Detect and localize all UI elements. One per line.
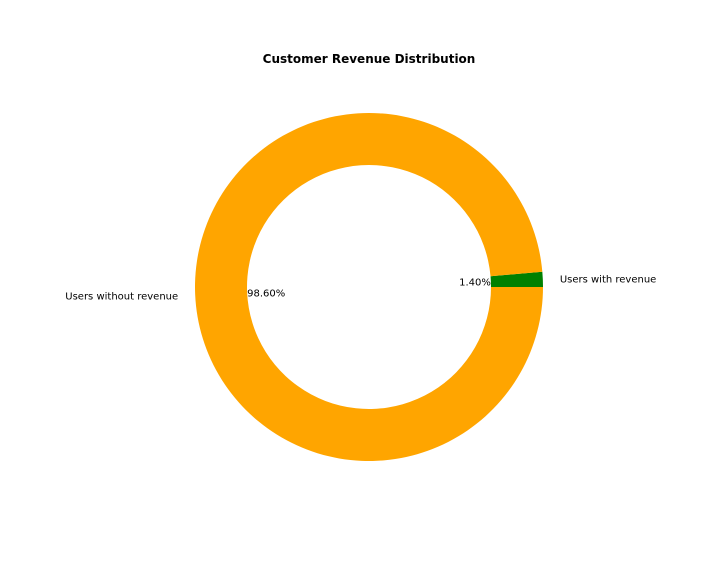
category-label-users-with-revenue: Users with revenue: [560, 275, 657, 286]
pct-label-users-with-revenue: 1.40%: [459, 278, 491, 289]
chart-title: Customer Revenue Distribution: [263, 52, 476, 66]
pct-label-users-without-revenue: 98.60%: [247, 288, 285, 299]
slice-users-with-revenue: [490, 271, 543, 287]
slices-group: [195, 112, 543, 461]
slice-users-without-revenue: [195, 112, 543, 461]
category-label-users-without-revenue: Users without revenue: [65, 291, 178, 302]
labels-group: 1.40% Users with revenue 98.60% Users witho…: [65, 275, 656, 303]
